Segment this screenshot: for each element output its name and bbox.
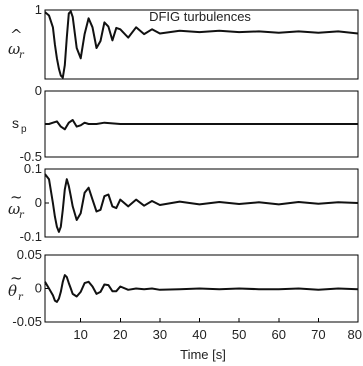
panel-3-ytick-label: -0.1 (20, 229, 42, 244)
panel-4-ytick-label: -0.05 (12, 314, 42, 329)
xtick-label: 80 (348, 327, 362, 342)
panel-1-ylabel-base: ω (8, 40, 20, 58)
panel-4-series-line (44, 274, 359, 303)
panel-4-ylabel-sub: r (18, 292, 24, 303)
panel-3-ylabel: ω ~ r (8, 188, 25, 221)
panel-2-ytick-label: 0 (35, 83, 42, 98)
panel-4-ylabel-accent: ~ (10, 269, 23, 287)
x-axis-label: Time [s] (180, 347, 226, 362)
panel-4-ytick-label: 0.05 (17, 247, 42, 262)
panel-1-ticks: 1 (35, 2, 49, 80)
xtick-label: 40 (192, 327, 206, 342)
panel-3-ytick-label: 0.1 (24, 161, 42, 176)
xtick-label: 50 (232, 327, 246, 342)
xtick-label: 20 (113, 327, 127, 342)
panel-2-ylabel-sub: p (21, 124, 27, 135)
panel-rotor-angle-error: θ ~ r 0.05 0 -0.05 10 20 30 40 50 60 70 80 Time [… (8, 247, 362, 362)
panel-4-ytick-label: 0 (35, 281, 42, 296)
panel-1-series-line (44, 10, 359, 79)
x-axis-ticks: 10 20 30 40 50 60 70 80 (73, 318, 362, 342)
panel-4-ylabel: θ ~ r (8, 269, 24, 303)
panel-1-frame (44, 9, 359, 80)
xtick-label: 70 (311, 327, 325, 342)
panel-3-ylabel-base: ω (8, 200, 20, 218)
panel-slip: s p 0 -0.5 (12, 83, 359, 164)
panel-3-ylabel-accent: ~ (10, 188, 23, 206)
panel-1-ylabel-accent: ^ (10, 26, 23, 44)
panel-rotor-speed-estimate: DFIG turbulences ω ^ r 1 (8, 2, 359, 80)
panel-2-ylabel: s p (12, 115, 27, 135)
panel-2-ylabel-base: s (12, 115, 19, 131)
panel-1-ylabel: ω ^ r (8, 26, 25, 61)
panel-2-ticks: 0 -0.5 (20, 83, 49, 164)
panel-2-series-line (45, 119, 358, 131)
panel-3-ylabel-sub: r (19, 210, 25, 221)
panel-3-ytick-label: 0 (35, 195, 42, 210)
xtick-label: 10 (73, 327, 87, 342)
panel-3-ticks: 0.1 0 -0.1 (20, 161, 49, 244)
xtick-label: 30 (153, 327, 167, 342)
panel-3-series-line (44, 173, 359, 233)
chart-title: DFIG turbulences (149, 9, 251, 24)
panel-2-ytick-label: -0.5 (20, 149, 42, 164)
xtick-label: 60 (272, 327, 286, 342)
panel-4-ylabel-base: θ (8, 282, 17, 300)
panel-rotor-speed-error: ω ~ r 0.1 0 -0.1 (8, 161, 359, 244)
panel-4-ticks: 0.05 0 -0.05 (12, 247, 49, 329)
panel-1-ytick-label: 1 (35, 2, 42, 17)
panel-1-ylabel-sub: r (19, 50, 25, 61)
